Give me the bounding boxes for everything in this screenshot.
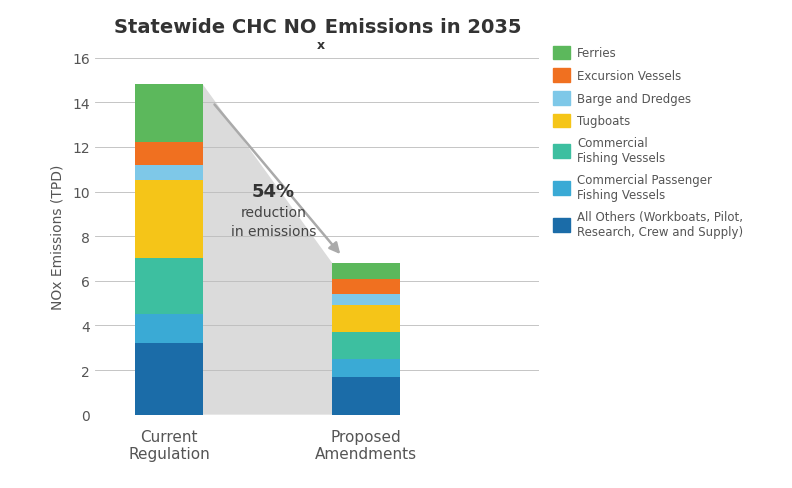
Bar xyxy=(135,259,203,315)
Legend: Ferries, Excursion Vessels, Barge and Dredges, Tugboats, Commercial
Fishing Vess: Ferries, Excursion Vessels, Barge and Dr… xyxy=(554,47,743,238)
Bar xyxy=(332,264,400,279)
Text: reduction
in emissions: reduction in emissions xyxy=(231,205,316,239)
Bar xyxy=(332,295,400,305)
Text: Statewide CHC NO: Statewide CHC NO xyxy=(114,18,317,37)
Bar xyxy=(332,377,400,415)
Text: x: x xyxy=(317,39,325,51)
Bar xyxy=(332,332,400,359)
Bar xyxy=(135,315,203,344)
Bar xyxy=(332,279,400,295)
Text: 54%: 54% xyxy=(252,183,295,201)
Bar xyxy=(135,344,203,415)
Bar xyxy=(332,305,400,332)
Text: Emissions in 2035: Emissions in 2035 xyxy=(318,18,521,37)
Bar xyxy=(135,181,203,259)
Bar xyxy=(135,143,203,165)
Bar xyxy=(135,165,203,181)
Bar xyxy=(135,85,203,143)
Bar xyxy=(332,359,400,377)
Y-axis label: NOx Emissions (TPD): NOx Emissions (TPD) xyxy=(50,164,64,309)
Polygon shape xyxy=(203,85,332,415)
